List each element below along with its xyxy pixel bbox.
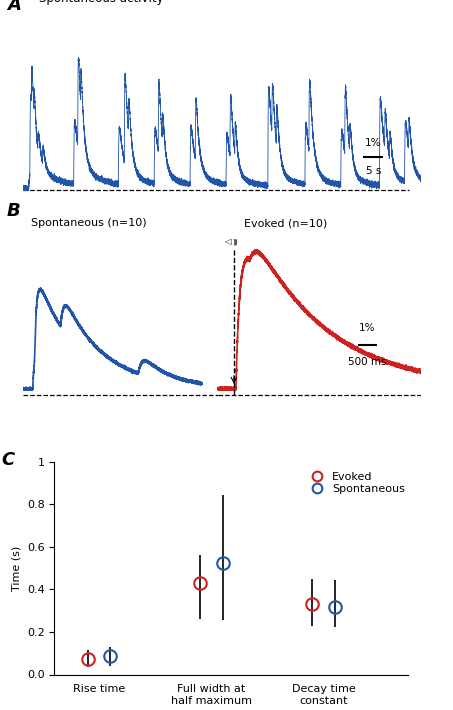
Text: C: C <box>1 451 14 469</box>
Text: 1%: 1% <box>359 323 376 333</box>
Text: ): ) <box>233 239 236 245</box>
Text: ): ) <box>234 239 237 245</box>
Text: A: A <box>7 0 20 13</box>
Legend: Evoked, Spontaneous: Evoked, Spontaneous <box>302 467 409 498</box>
Text: ): ) <box>232 239 235 245</box>
Y-axis label: Time (s): Time (s) <box>11 545 21 591</box>
Text: Spontaneous activity: Spontaneous activity <box>39 0 163 5</box>
Text: Spontaneous (n=10): Spontaneous (n=10) <box>31 218 146 228</box>
Text: B: B <box>7 202 20 219</box>
Text: Evoked (n=10): Evoked (n=10) <box>244 218 327 228</box>
Text: 500 ms: 500 ms <box>348 357 387 367</box>
Text: 1%: 1% <box>365 138 382 148</box>
Text: ◁: ◁ <box>224 237 231 246</box>
Text: 5 s: 5 s <box>366 166 381 177</box>
